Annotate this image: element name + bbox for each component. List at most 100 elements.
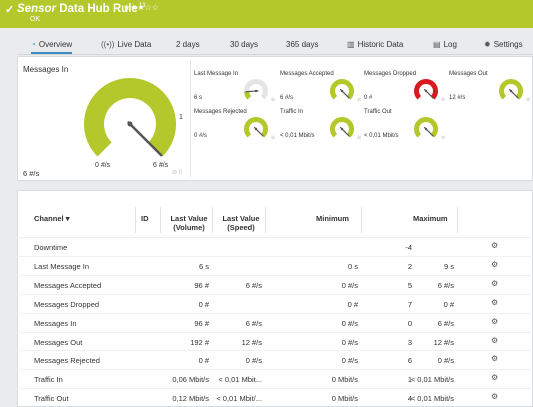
mini-gauge-label: Messages Out [449,71,488,77]
mini-gauge-label: Traffic Out [364,109,392,115]
mini-gauge-label: Last Message In [194,71,239,77]
cell-last-volume: 192 # [190,337,209,347]
mini-gauge-value: 6 s [194,95,203,101]
col-volume-header[interactable]: Last Value (Volume) [168,214,210,232]
header-divider [160,207,161,233]
channel-settings-icon[interactable]: ⚙ [491,259,499,269]
tab-label: 30 days [230,40,259,49]
table-row[interactable]: Downtime -4 ⚙ [17,237,533,255]
cell-channel: Traffic Out [34,394,69,404]
sort-down-icon: ▾ [65,214,70,223]
gauge-flag-icon: ⊘ [526,97,531,103]
cell-minimum: 0 Mbit/s [331,394,358,404]
table-row[interactable]: Messages Accepted 5 96 # 6 #/s 0 #/s 6 #/s ⚙ [17,274,533,293]
mini-gauge[interactable]: Traffic In < 0,01 Mbit/s ⊘ [277,104,363,144]
channel-settings-icon[interactable]: ⚙ [491,316,499,326]
gauge-hub [254,127,258,131]
table-row[interactable]: Traffic Out 4 0,12 Mbit/s < 0,01 Mbit/... 0 … [17,388,533,406]
tab-log[interactable]: ▤ Log [433,40,457,49]
tab-30-days[interactable]: 30 days [230,40,258,49]
mini-gauge[interactable]: Messages Rejected 0 #/s ⊘ [191,104,277,144]
channel-settings-icon[interactable]: ⚙ [491,241,499,250]
tab-2-days[interactable]: 2 days [176,40,200,49]
gauge-fill [330,117,354,138]
gauge-fill [244,91,252,100]
gauge-fill [414,79,438,100]
mini-gauge-dial [330,79,354,100]
gauge-track [244,79,268,100]
col-speed-label-1: Last Value [222,214,260,223]
primary-gauge[interactable] [80,76,180,168]
channel-settings-icon[interactable]: ⚙ [491,278,499,288]
tab-365-days[interactable]: 365 days [286,40,318,49]
gauge-fill [84,77,176,157]
sensor-title: Sensor Data Hub Rule13 [17,3,145,15]
cell-maximum: 0 # [443,299,454,309]
header-divider [212,207,213,233]
mini-gauge-value: < 0,01 Mbit/s [280,133,315,139]
mini-gauge[interactable]: Traffic Out < 0,01 Mbit/s ⊘ [361,104,447,144]
mini-gauge-label: Traffic In [280,109,304,115]
cell-id: 6 [407,356,412,366]
col-volume-label-1: Last Value [170,214,208,223]
channel-settings-icon[interactable]: ⚙ [491,297,499,307]
channel-settings-icon[interactable]: ⚙ [491,392,499,402]
mini-gauge[interactable]: Messages Out 12 #/s ⊘ [446,66,532,106]
tab-overview[interactable]: ◔ Overview [31,40,73,54]
cell-last-volume: 6 s [198,261,209,271]
table-row[interactable]: Traffic In 1 0,06 Mbit/s < 0,01 Mbit... 0 Mb… [17,369,533,387]
col-speed-header[interactable]: Last Value (Speed) [220,214,262,232]
status-ok-icon: ✓ [5,4,15,16]
sensor-name: Data Hub Rule [59,3,138,15]
cell-id: 7 [407,299,412,309]
gauge-hub [424,127,428,131]
channel-settings-icon[interactable]: ⚙ [491,335,499,345]
cell-id: 2 [407,261,412,271]
col-channel-label: Channel [34,214,64,223]
cell-maximum: < 0,01 Mbit/s [410,394,454,404]
mini-gauge[interactable]: Messages Accepted 6 #/s ⊘ [277,66,363,106]
cell-id: -4 [405,243,412,252]
table-row[interactable]: Messages Out 3 192 # 12 #/s 0 #/s 12 #/s ⚙ [17,331,533,350]
gauge-flag-icon: ⊘ [441,135,446,141]
gauge-flag-icon: ⊘ [357,135,362,141]
mini-gauge-value: 12 #/s [449,95,466,101]
cell-channel: Messages Rejected [34,356,100,366]
mini-gauge[interactable]: Messages Dropped 0 # ⊘ [361,66,447,106]
cell-maximum: 9 s [443,261,454,271]
table-row[interactable]: Messages Dropped 7 0 # 0 # 0 # ⚙ [17,293,533,312]
gauge-fill [244,117,268,138]
log-icon: ▤ [433,40,441,49]
tab-label: 2 days [176,40,200,49]
cell-last-volume: 96 # [194,280,209,290]
priority-stars[interactable]: ★★★☆☆ [123,3,159,12]
cell-maximum: 0 #/s [437,356,454,366]
header-divider [135,207,136,233]
table-row[interactable]: Messages In 0 96 # 6 #/s 0 #/s 6 #/s ⚙ [17,312,533,331]
settings-icon: ✹ [484,40,491,49]
col-channel-header[interactable]: Channel ▾ [34,214,69,223]
col-id-header[interactable]: ID [141,214,149,223]
cell-last-volume: 0,06 Mbit/s [172,375,209,385]
cell-last-speed: 0 #/s [245,356,262,366]
col-maximum-header[interactable]: Maximum [413,214,448,223]
channel-settings-icon[interactable]: ⚙ [491,354,499,364]
table-row[interactable]: Messages Rejected 6 0 # 0 #/s 0 #/s 0 #/s ⚙ [17,350,533,368]
tab-label: Live Data [117,40,152,49]
mini-gauge-dial [244,79,268,100]
table-row[interactable]: Last Message In 2 6 s 0 s 9 s ⚙ [17,255,533,274]
gauge-flag-icon: ⊘ [357,97,362,103]
cell-id: 0 [407,318,412,328]
mini-gauge-label: Messages Rejected [194,109,247,115]
col-volume-label-2: (Volume) [173,223,205,232]
header-divider [265,207,266,233]
channel-settings-icon[interactable]: ⚙ [491,373,499,383]
mini-gauge[interactable]: Last Message In 6 s ⊘ [191,66,277,106]
col-minimum-header[interactable]: Minimum [316,214,349,223]
gauge-flag-icon: ⊘ [271,97,276,103]
tab-settings[interactable]: ✹ Settings [484,40,523,49]
tab-live-data[interactable]: ((•)) Live Data [101,40,151,49]
mini-gauge-dial [414,79,438,100]
tab-historic-data[interactable]: ▥ Historic Data [347,40,403,49]
tab-label: Settings [493,40,523,49]
